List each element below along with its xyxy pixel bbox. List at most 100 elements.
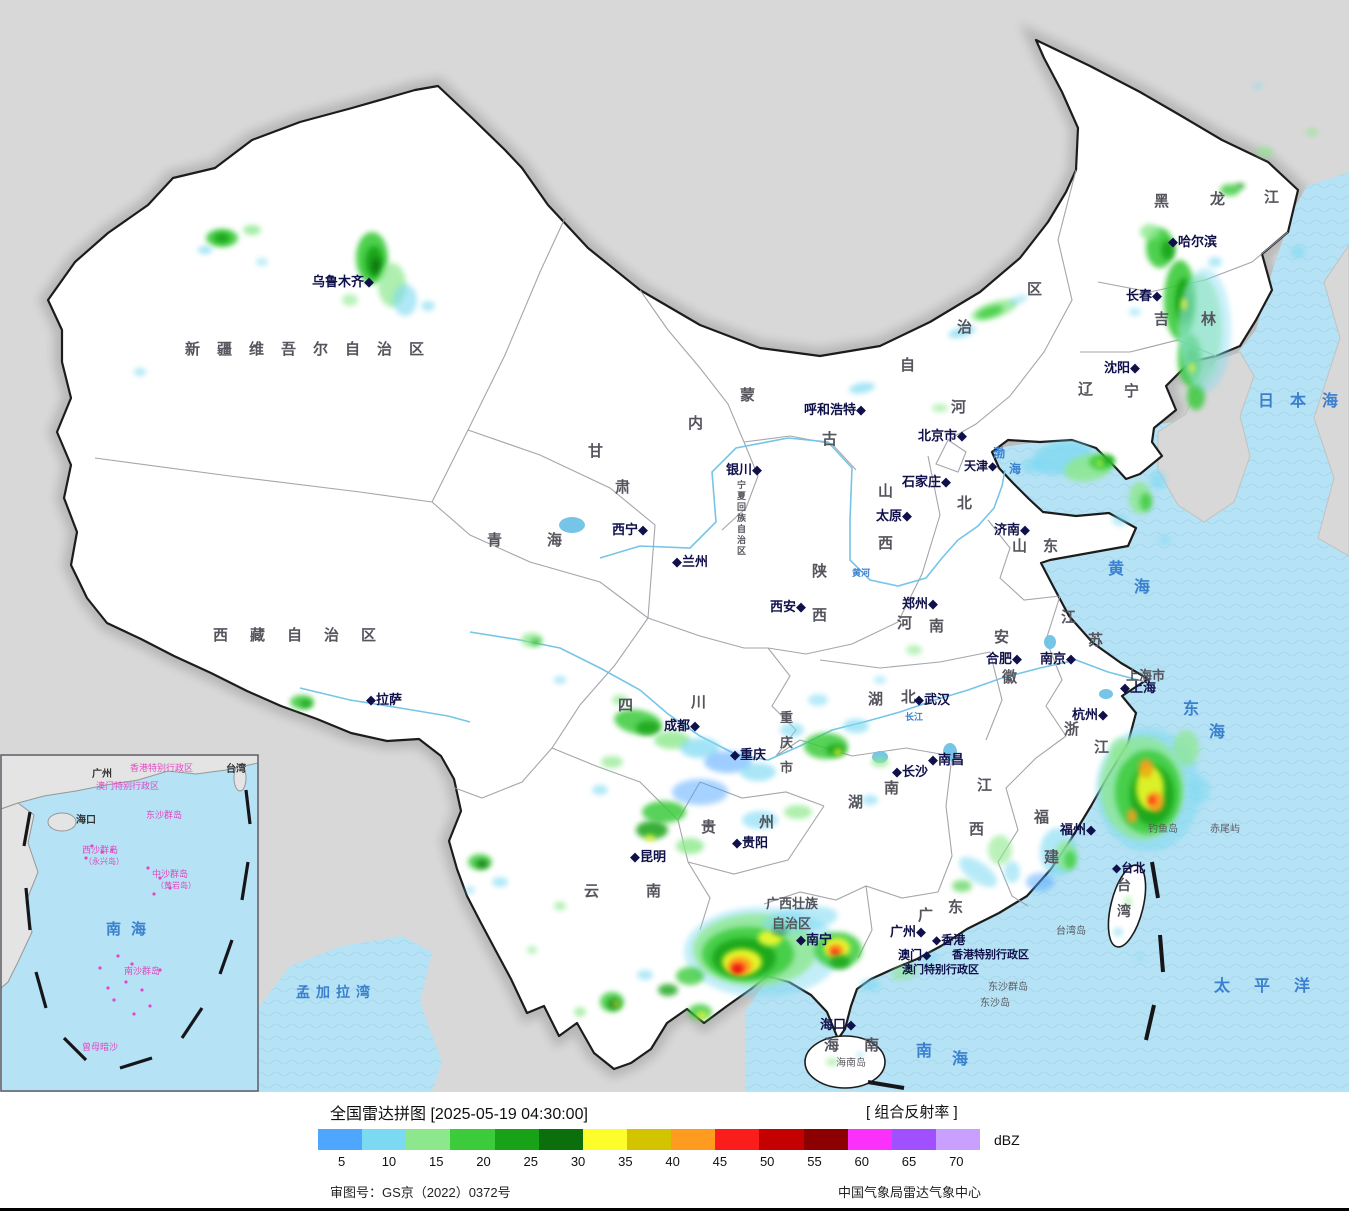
province-label: 台湾 (1117, 877, 1131, 919)
radar-echo (1102, 456, 1114, 464)
inset-island-dot (90, 844, 94, 848)
radar-echo (1161, 240, 1175, 260)
radar-echo-layer (134, 83, 1318, 1066)
city-label: 郑州◆ (902, 596, 938, 611)
province-label: 湖 (868, 691, 883, 708)
province-label: 江 (1061, 608, 1076, 626)
radar-echo (1112, 514, 1128, 526)
island-label: 台湾岛 (1056, 924, 1086, 937)
province-label: 蒙 (740, 386, 755, 404)
sea-label: 日本海 (1258, 391, 1349, 410)
island-label: 赤尾屿 (1210, 823, 1240, 835)
province-label: 宁 (1124, 382, 1139, 400)
city-label: 济南◆ (994, 522, 1030, 537)
taihu-lake (1099, 689, 1113, 699)
radar-echo (1097, 461, 1103, 465)
radar-echo (592, 785, 608, 795)
province-label: 陕西 (812, 562, 827, 624)
province-label: 建 (1044, 848, 1060, 866)
inset-island-dot (112, 998, 116, 1002)
radar-echo (780, 723, 804, 737)
city-label: 太原◆ (875, 508, 912, 523)
city-label: 海口◆ (820, 1017, 856, 1032)
radar-echo (871, 757, 889, 767)
inset-island-dot (130, 962, 134, 966)
radar-echo (601, 756, 623, 768)
legend-tick-value: 20 (476, 1154, 491, 1169)
province-label: 龙 (1209, 190, 1225, 208)
nine-dash-line-segments (867, 861, 1165, 1090)
legend-tick-value: 10 (381, 1154, 397, 1169)
poyang-lake (943, 743, 957, 761)
province-label: 山西 (878, 483, 893, 552)
legend-swatch (847, 1129, 892, 1150)
inset-island-dot (158, 968, 162, 972)
city-label: 香港特别行政区 (951, 947, 1029, 961)
radar-echo (862, 795, 878, 805)
hainan-island (804, 1035, 886, 1089)
province-label: 区 (1027, 281, 1042, 298)
legend-panel: 全国雷达拼图 [2025-05-19 04:30:00] [ 组合反射率 ] d… (0, 1092, 1349, 1208)
radar-echo (874, 676, 886, 684)
radar-echo (704, 751, 752, 773)
city-label: ◆重庆 (730, 747, 766, 762)
city-label: 广州◆ (890, 924, 926, 939)
city-label: ◆兰州 (672, 554, 708, 569)
province-label: 南 (864, 1036, 879, 1054)
brahmaputra-river (299, 687, 471, 723)
inset-label: 东沙群岛 (146, 809, 182, 820)
province-label: 黑 (1154, 193, 1169, 210)
radar-echo (1189, 363, 1195, 373)
legend-swatch (494, 1129, 539, 1150)
inset-label: 中沙群岛 (152, 868, 188, 879)
map-approval-number: 审图号：GS京（2022）0372号 (330, 1185, 511, 1200)
province-label: 北 (957, 495, 972, 512)
legend-tick-value: 30 (570, 1154, 586, 1169)
radar-echo (976, 305, 1004, 319)
radar-echo (733, 967, 741, 973)
radar-echo (922, 953, 938, 963)
radar-echo (1150, 471, 1166, 489)
legend-tick-value: 25 (523, 1154, 538, 1169)
province-label: 治 (957, 318, 972, 336)
province-label: 南 (884, 779, 899, 797)
radar-echo (1148, 795, 1156, 805)
city-label: ◆南昌 (928, 752, 964, 767)
qinghai-lake (559, 517, 585, 533)
radar-echo (849, 382, 875, 394)
radar-echo (1026, 873, 1054, 891)
province-label: 宁夏回族自治区 (736, 479, 747, 556)
sea-label: 东 (1183, 699, 1199, 718)
map-title: 全国雷达拼图 [2025-05-19 04:30:00] (330, 1106, 588, 1123)
legend-swatch (715, 1129, 760, 1150)
legend-swatch (891, 1129, 936, 1150)
radar-echo (654, 731, 690, 749)
province-label: 湖 (848, 794, 863, 811)
product-name: [ 组合反射率 ] (866, 1104, 958, 1121)
legend-swatch (450, 1129, 495, 1150)
radar-echo (1159, 535, 1171, 545)
province-label: 新疆维吾尔自治区 (185, 340, 441, 358)
province-label: 甘 (588, 442, 603, 460)
radar-echo (932, 404, 948, 412)
radar-echo (1235, 183, 1245, 189)
sea-label: 渤 (993, 445, 1005, 460)
radar-echo (906, 645, 922, 655)
radar-echo (531, 639, 541, 645)
city-label: ◆香港 (932, 932, 966, 947)
inset-label: 海口 (76, 813, 96, 826)
legend-tick-value: 70 (949, 1154, 964, 1169)
radar-echo (636, 821, 668, 839)
inset-nine-dash-line (22, 789, 252, 1070)
city-label: 呼和浩特◆ (804, 402, 866, 417)
inset-island-dot (146, 866, 150, 870)
radar-echo (1127, 809, 1137, 823)
province-label: 云 (584, 883, 599, 900)
city-label: 合肥◆ (986, 651, 1022, 666)
province-label: 南 (646, 882, 661, 900)
province-label: 自治区 (772, 916, 811, 931)
radar-echo (1179, 268, 1231, 392)
city-label: 澳门◆ (898, 947, 932, 962)
